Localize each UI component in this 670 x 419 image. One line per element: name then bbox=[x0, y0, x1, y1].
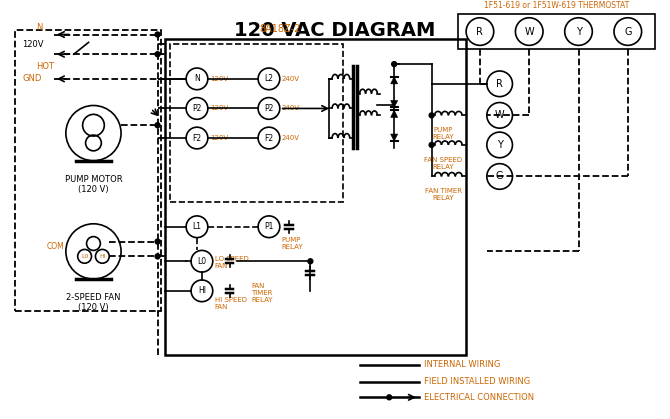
Text: 1F51-619 or 1F51W-619 THERMOSTAT: 1F51-619 or 1F51W-619 THERMOSTAT bbox=[484, 1, 629, 10]
Text: P2: P2 bbox=[192, 104, 202, 113]
Text: FAN SPEED
RELAY: FAN SPEED RELAY bbox=[424, 157, 462, 170]
Text: FIELD INSTALLED WIRING: FIELD INSTALLED WIRING bbox=[423, 377, 530, 386]
Text: HI: HI bbox=[198, 286, 206, 295]
Text: W: W bbox=[495, 110, 505, 120]
Text: PUMP
RELAY: PUMP RELAY bbox=[282, 237, 304, 250]
Text: L2: L2 bbox=[265, 75, 273, 83]
Text: FAN
TIMER
RELAY: FAN TIMER RELAY bbox=[251, 283, 273, 303]
Text: PUMP MOTOR
(120 V): PUMP MOTOR (120 V) bbox=[64, 174, 122, 194]
Polygon shape bbox=[391, 111, 397, 117]
Text: W: W bbox=[525, 26, 534, 36]
Text: 120V: 120V bbox=[23, 40, 44, 49]
Circle shape bbox=[155, 52, 160, 57]
Text: L0: L0 bbox=[198, 257, 206, 266]
Text: ELECTRICAL CONNECTION: ELECTRICAL CONNECTION bbox=[423, 393, 534, 402]
Text: LO SPEED
FAN: LO SPEED FAN bbox=[214, 256, 249, 269]
Text: INTERNAL WIRING: INTERNAL WIRING bbox=[423, 360, 500, 369]
Text: 120V: 120V bbox=[210, 106, 228, 111]
Bar bbox=[170, 44, 343, 202]
Text: 240V: 240V bbox=[282, 135, 299, 141]
Text: GND: GND bbox=[23, 75, 42, 83]
Bar bbox=[165, 39, 466, 355]
Text: N: N bbox=[194, 75, 200, 83]
Polygon shape bbox=[391, 134, 397, 141]
Text: 8A18Z-2: 8A18Z-2 bbox=[259, 23, 300, 34]
Text: R: R bbox=[496, 79, 503, 89]
Text: Y: Y bbox=[576, 26, 582, 36]
Text: P2: P2 bbox=[264, 104, 273, 113]
Text: P1: P1 bbox=[264, 222, 273, 231]
Polygon shape bbox=[391, 77, 397, 84]
Text: 240V: 240V bbox=[282, 76, 299, 82]
Circle shape bbox=[387, 395, 392, 400]
Text: HI: HI bbox=[99, 254, 106, 259]
Bar bbox=[458, 14, 655, 49]
Text: 240V: 240V bbox=[282, 106, 299, 111]
Circle shape bbox=[155, 239, 160, 244]
Text: 120 VAC DIAGRAM: 120 VAC DIAGRAM bbox=[234, 21, 436, 40]
Text: HOT: HOT bbox=[36, 62, 54, 71]
Circle shape bbox=[155, 123, 160, 128]
Text: N: N bbox=[36, 23, 43, 31]
Circle shape bbox=[392, 62, 397, 67]
Circle shape bbox=[155, 254, 160, 259]
Text: Y: Y bbox=[496, 140, 502, 150]
Text: HI SPEED
FAN: HI SPEED FAN bbox=[214, 297, 247, 310]
Bar bbox=[15, 30, 161, 310]
Text: G: G bbox=[496, 171, 503, 181]
Text: COM: COM bbox=[46, 242, 64, 251]
Text: R: R bbox=[476, 26, 483, 36]
Text: 120V: 120V bbox=[210, 135, 228, 141]
Circle shape bbox=[308, 259, 313, 264]
Text: F2: F2 bbox=[192, 134, 202, 142]
Text: 120V: 120V bbox=[210, 76, 228, 82]
Text: L1: L1 bbox=[192, 222, 202, 231]
Text: F2: F2 bbox=[265, 134, 273, 142]
Circle shape bbox=[429, 142, 434, 147]
Text: FAN TIMER
RELAY: FAN TIMER RELAY bbox=[425, 188, 462, 201]
Circle shape bbox=[155, 32, 160, 37]
Text: 2-SPEED FAN
(120 V): 2-SPEED FAN (120 V) bbox=[66, 293, 121, 312]
Circle shape bbox=[429, 113, 434, 118]
Text: PUMP
RELAY: PUMP RELAY bbox=[433, 127, 454, 140]
Text: L0: L0 bbox=[81, 254, 88, 259]
Text: G: G bbox=[624, 26, 632, 36]
Polygon shape bbox=[391, 101, 397, 107]
